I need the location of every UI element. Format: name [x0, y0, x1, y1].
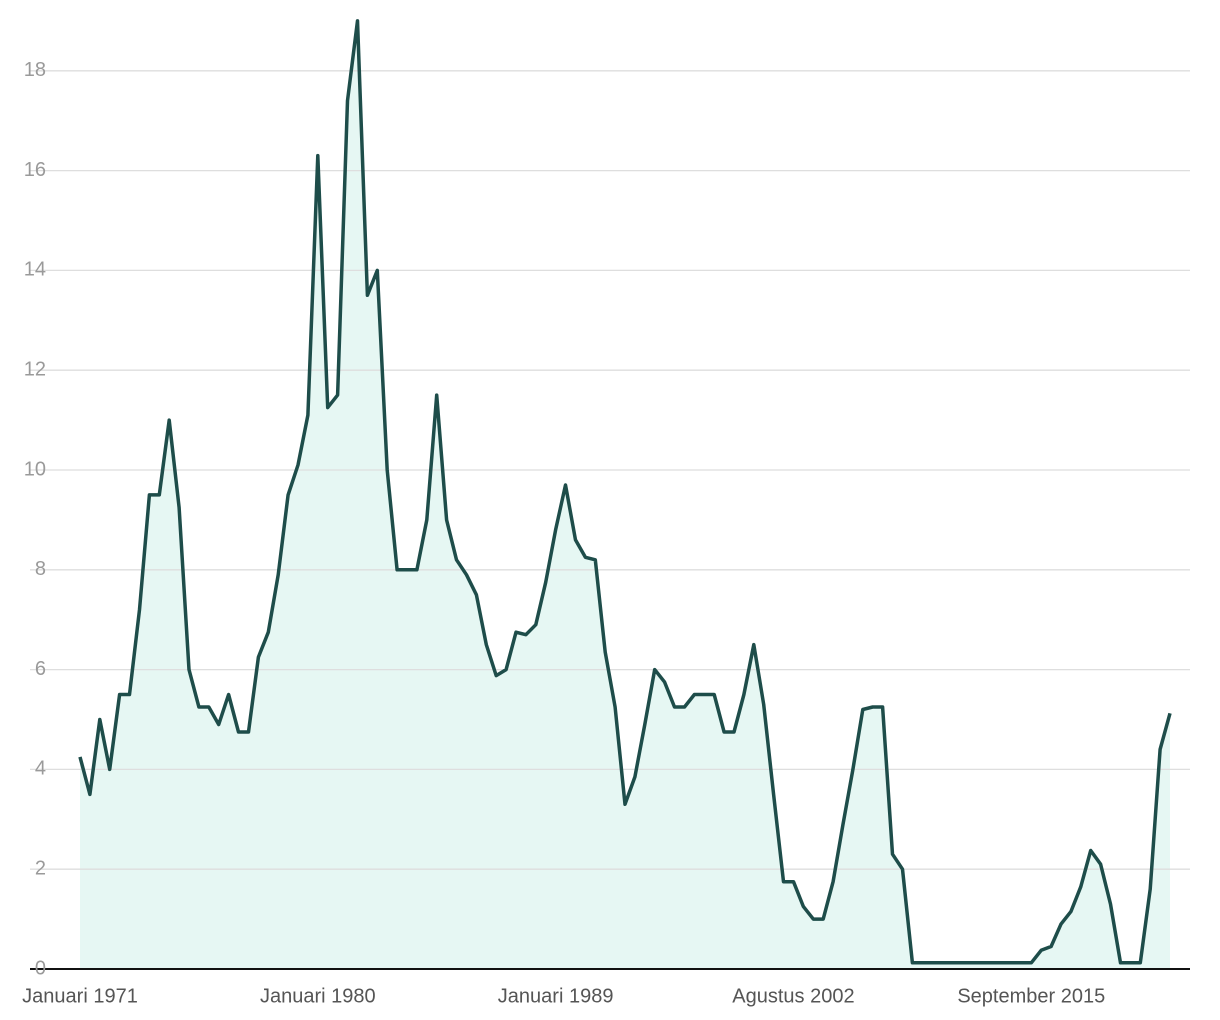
y-tick-label: 6 — [35, 658, 46, 680]
x-tick-label: Agustus 2002 — [732, 985, 854, 1007]
y-tick-label: 10 — [24, 458, 46, 480]
y-tick-label: 4 — [35, 758, 46, 780]
x-tick-label: Januari 1989 — [498, 985, 614, 1007]
line — [78, 19, 1172, 965]
y-tick-label: 12 — [24, 358, 46, 380]
y-tick-label: 8 — [35, 558, 46, 580]
x-tick-label: Januari 1971 — [22, 985, 138, 1007]
x-tick-label: Januari 1980 — [260, 985, 376, 1007]
x-tick-label: September 2015 — [957, 985, 1105, 1007]
y-tick-label: 14 — [24, 259, 46, 281]
y-tick-label: 18 — [24, 59, 46, 81]
area — [80, 20, 1170, 969]
y-tick-label: 0 — [35, 957, 46, 979]
y-tick-label: 16 — [24, 159, 46, 181]
y-tick-label: 2 — [35, 857, 46, 879]
